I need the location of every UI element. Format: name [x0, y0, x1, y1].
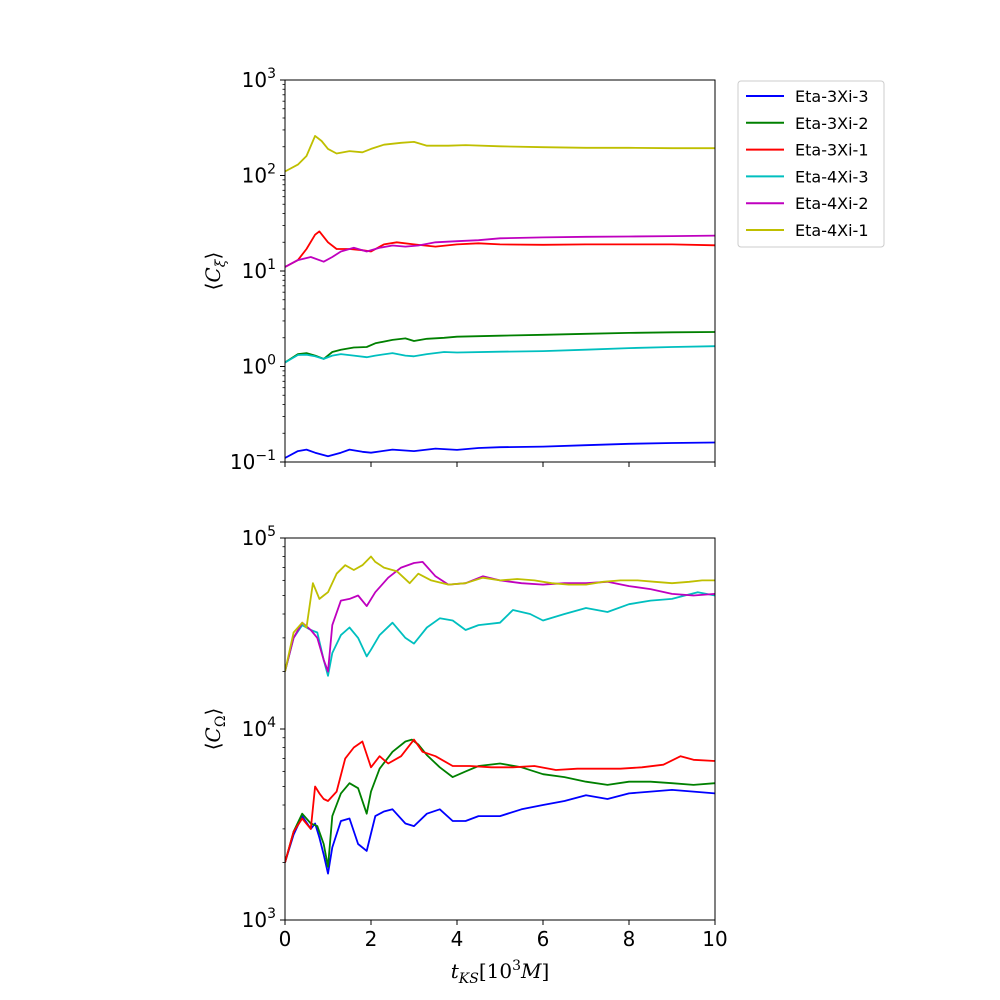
x-tick-label: 2: [365, 927, 378, 951]
series-line-eta-4xi-2: [285, 234, 715, 268]
series-line-eta-4xi-1: [285, 134, 715, 173]
legend-label: Eta-3Xi-2: [795, 114, 869, 133]
y-tick-label: 101: [242, 257, 276, 283]
series-line-eta-3xi-1: [285, 738, 715, 863]
y-tick-label: 103: [242, 66, 276, 92]
series-line-eta-4xi-3: [285, 345, 715, 364]
y-tick-label: 105: [242, 524, 276, 550]
y-tick-label: 102: [242, 162, 276, 188]
x-tick-label: 8: [623, 927, 636, 951]
series-group: [285, 134, 715, 459]
top-panel-cxi: 10−1 100 101 102 103 ⟨Cξ⟩: [201, 66, 716, 474]
axes-frame: [284, 537, 716, 921]
y-tick-label: 103: [242, 906, 276, 932]
legend: Eta-3Xi-3 Eta-3Xi-2 Eta-3Xi-1 Eta-4Xi-3 Eta-…: [737, 80, 885, 248]
legend-label: Eta-4Xi-1: [795, 221, 869, 240]
y-axis-label: ⟨Cξ⟩: [201, 252, 229, 291]
axes-frame: [284, 79, 716, 463]
series-line-eta-3xi-3: [285, 441, 715, 459]
bottom-panel-comega: 103 104 105 0 2 4 6 8 10 ⟨CΩ⟩ tKS[103M]: [201, 524, 728, 987]
y-tick-label: 104: [242, 715, 276, 741]
legend-label: Eta-3Xi-1: [795, 141, 869, 160]
series-line-eta-4xi-2: [285, 561, 715, 673]
legend-label: Eta-4Xi-2: [795, 194, 869, 213]
legend-label: Eta-4Xi-3: [795, 167, 869, 186]
series-line-eta-4xi-1: [285, 555, 715, 672]
series-group: [285, 555, 715, 875]
y-axis-label: ⟨CΩ⟩: [201, 708, 229, 751]
x-tick-label: 4: [451, 927, 464, 951]
series-line-eta-4xi-3: [285, 591, 715, 677]
x-axis-label: tKS[103M]: [451, 958, 550, 987]
y-tick-label: 10−1: [230, 448, 276, 474]
x-tick-label: 0: [279, 927, 292, 951]
series-line-eta-3xi-2: [285, 738, 715, 868]
series-line-eta-3xi-1: [285, 230, 715, 268]
x-tick-label: 6: [537, 927, 550, 951]
x-tick-label: 10: [702, 927, 727, 951]
y-tick-label: 100: [242, 353, 276, 379]
legend-label: Eta-3Xi-3: [795, 87, 869, 106]
series-line-eta-3xi-3: [285, 789, 715, 875]
